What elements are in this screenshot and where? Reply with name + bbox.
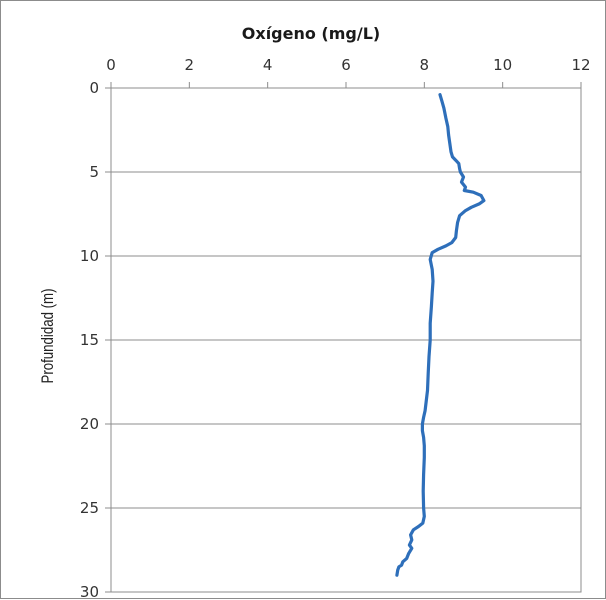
y-tick-label: 30: [80, 583, 99, 600]
x-tick-label: 0: [106, 56, 116, 74]
axis-layer: 0 5 10 15 20 25 30 0 2 4 6 8 10 12: [80, 56, 591, 600]
x-axis-title: Oxígeno (mg/L): [242, 24, 380, 43]
series-layer: [395, 93, 486, 577]
y-tick-label: 0: [89, 79, 99, 97]
y-tick-label: 15: [80, 331, 99, 349]
x-tick-label: 8: [420, 56, 430, 74]
series-line-0: [395, 93, 486, 577]
y-tick-label: 20: [80, 415, 99, 433]
x-tick-label: 6: [341, 56, 351, 74]
x-tick-label: 2: [185, 56, 195, 74]
y-axis-title: Profundidad (m): [39, 288, 58, 383]
y-tick-label: 5: [89, 163, 99, 181]
x-tick-label: 4: [263, 56, 273, 74]
grid-layer: [110, 87, 582, 593]
x-tick-label: 12: [571, 56, 590, 74]
y-tick-label: 10: [80, 247, 99, 265]
x-tick-label: 10: [493, 56, 512, 74]
y-tick-label: 25: [80, 499, 99, 517]
label-layer: Oxígeno (mg/L) Profundidad (m): [39, 24, 381, 384]
